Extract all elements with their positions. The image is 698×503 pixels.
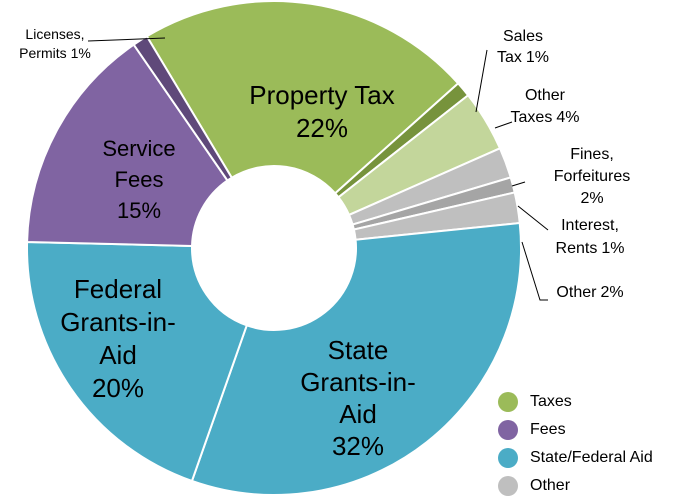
donut-slice [26, 43, 229, 248]
leader-line [475, 49, 488, 113]
donut-slice [145, 0, 460, 195]
legend-label: Taxes [530, 393, 572, 410]
slice-label-line: Property Tax [249, 80, 394, 110]
slice-label: Interest, Rents 1% [556, 217, 625, 257]
legend-label: State/Federal Aid [530, 449, 653, 466]
slice-label: Licenses, Permits 1% [19, 26, 91, 61]
slice-label-line: Grants-in- [60, 307, 176, 337]
legend-marker [498, 392, 518, 412]
slice-value-label: 2% [600, 284, 623, 301]
slice-label-line: Grants-in- [300, 367, 416, 397]
slice-label-line: Forfeitures [554, 168, 630, 185]
slice-label-line: Sales [503, 28, 543, 45]
leader-line [87, 37, 166, 42]
donut-slice [190, 221, 522, 496]
slice-label-line: State [328, 335, 389, 365]
slice-label-line: Aid [339, 399, 377, 429]
slice-value-label: 2% [580, 190, 603, 207]
legend-label: Other [530, 477, 571, 494]
slice-label-line: Service [102, 136, 175, 161]
legend-marker [498, 448, 518, 468]
slice-label-line: Permits [19, 45, 66, 61]
legend-marker [498, 476, 518, 496]
legend-label: Fees [530, 421, 566, 438]
slice-label-line: Interest, [561, 217, 619, 234]
slice-label: Other Taxes 4% [511, 87, 580, 126]
slice-label-line: Tax [497, 49, 522, 66]
leader-line [494, 121, 513, 129]
slice-value-label: 1% [601, 240, 624, 257]
slice-label-line: Federal [74, 274, 162, 304]
slice-value-label: 22% [296, 113, 348, 143]
slice-label-line: Aid [99, 340, 137, 370]
leader-line [521, 241, 548, 301]
slice-label-line: Fees [115, 167, 164, 192]
slice-label: Sales Tax 1% [497, 28, 549, 66]
leader-line [517, 205, 549, 231]
slice-value-label: 32% [332, 431, 384, 461]
slice-label: Fines, Forfeitures 2% [554, 146, 630, 207]
slice-value-label: 20% [92, 373, 144, 403]
slice-label-line: Rents [556, 240, 598, 257]
leader-line [511, 181, 526, 187]
slice-label-line: Licenses, [25, 26, 84, 42]
slice-value-label: 4% [556, 109, 579, 126]
slice-label-line: Taxes [511, 109, 553, 126]
slice-label-line: Fines, [570, 146, 614, 163]
slice-label: Federal Grants-in-Aid 20% [60, 274, 176, 403]
slice-label-line: Other [525, 87, 566, 104]
slice-value-label: 1% [71, 45, 91, 61]
slice-label: State Grants-in-Aid 32% [300, 335, 416, 461]
slice-value-label: 15% [117, 198, 161, 223]
slice-label-line: Other [556, 284, 597, 301]
slice-label: Other 2% [556, 284, 623, 301]
donut-slice [26, 240, 249, 483]
legend-marker [498, 420, 518, 440]
donut-slice [132, 34, 234, 182]
slice-label: Property Tax 22% [249, 80, 394, 143]
slice-label: Service Fees 15% [102, 136, 175, 223]
slice-value-label: 1% [526, 49, 549, 66]
